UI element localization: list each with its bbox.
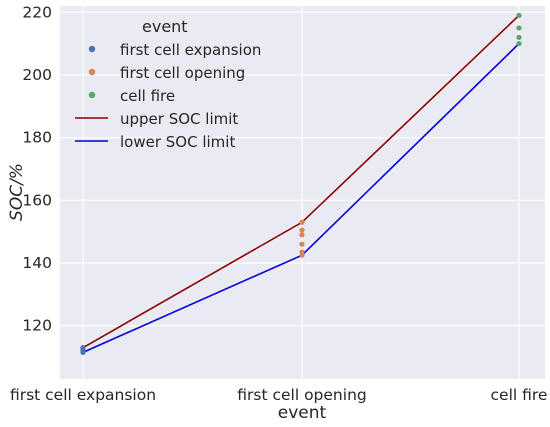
legend-label: lower SOC limit xyxy=(120,133,235,151)
x-tick-label: cell fire xyxy=(491,386,548,404)
data-point xyxy=(80,345,86,351)
legend-label: first cell expansion xyxy=(120,41,261,59)
legend: event first cell expansion first cell ope… xyxy=(75,17,261,151)
legend-label: first cell opening xyxy=(120,64,245,82)
data-point xyxy=(299,232,305,238)
x-tick-label: first cell opening xyxy=(237,386,366,404)
data-point xyxy=(516,12,522,19)
legend-marker xyxy=(88,45,96,53)
y-tick-label: 220 xyxy=(22,3,52,21)
data-point xyxy=(516,34,522,40)
legend-label: upper SOC limit xyxy=(120,110,238,128)
data-point xyxy=(516,41,522,47)
x-tick-label: first cell expansion xyxy=(10,386,156,404)
y-tick-label: 160 xyxy=(22,191,52,209)
data-point xyxy=(299,241,305,247)
data-point xyxy=(299,227,305,233)
grid-lines xyxy=(60,6,545,379)
y-tick-labels: 120 140 160 180 200 220 xyxy=(22,3,52,334)
legend-label: cell fire xyxy=(120,87,175,105)
data-point xyxy=(299,219,305,225)
y-tick-label: 180 xyxy=(22,129,52,147)
y-tick-label: 200 xyxy=(22,66,52,84)
legend-title: event xyxy=(142,17,188,36)
data-points xyxy=(80,12,522,355)
y-axis-label: SOC/% xyxy=(7,163,27,221)
legend-marker xyxy=(88,68,96,76)
y-tick-label: 120 xyxy=(22,317,52,335)
y-tick-label: 140 xyxy=(22,254,52,272)
data-point xyxy=(516,25,522,31)
x-tick-labels: first cell expansion first cell opening ce… xyxy=(10,386,548,404)
legend-marker xyxy=(88,91,96,99)
x-axis-label: event xyxy=(278,403,327,423)
data-point xyxy=(299,249,305,255)
